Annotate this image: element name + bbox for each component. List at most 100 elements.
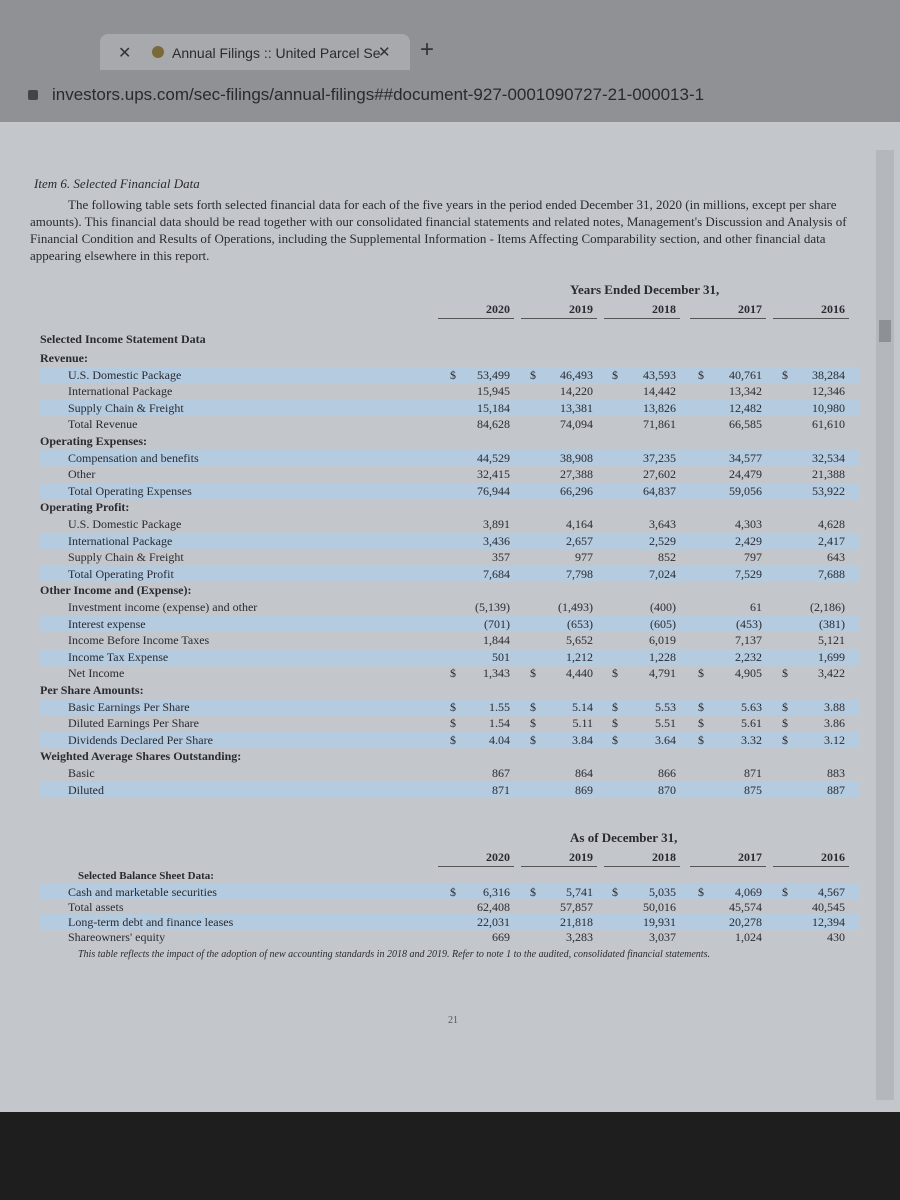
currency-symbol: $ (612, 716, 618, 731)
value-cell: 3,422 (818, 666, 845, 681)
value-cell: 2,417 (818, 533, 845, 548)
section-title: Selected Income Statement Data (40, 332, 206, 346)
value-cell: 53,499 (477, 367, 510, 382)
value-cell: 45,574 (729, 900, 762, 914)
favicon (152, 46, 164, 58)
value-cell: 32,415 (477, 467, 510, 482)
value-cell: 864 (575, 766, 593, 780)
value-cell: 883 (827, 766, 845, 780)
value-cell: 27,602 (643, 467, 676, 482)
value-cell: 4,440 (566, 666, 593, 681)
value-cell: 27,388 (560, 467, 593, 482)
year-header: 2018 (652, 302, 676, 316)
value-cell: 6,316 (483, 885, 510, 899)
row-label: Diluted Earnings Per Share (68, 716, 199, 731)
tab[interactable]: ✕ Annual Filings :: United Parcel Se ✕ (100, 34, 410, 70)
address-bar[interactable]: investors.ups.com/sec-filings/annual-fil… (0, 76, 900, 116)
value-cell: (2,186) (810, 600, 845, 614)
value-cell: 15,945 (477, 384, 510, 399)
data-row: Total Revenue 84,628 74,094 71,861 66,585 61,… (40, 416, 860, 432)
value-cell: 1,699 (818, 649, 845, 664)
value-cell: 10,980 (812, 400, 845, 415)
data-row: Dividends Declared Per Share $4.04 $3.84 $3… (40, 731, 860, 748)
value-cell: 7,137 (735, 633, 762, 648)
value-cell: 866 (658, 766, 676, 780)
lock-icon (28, 90, 38, 100)
value-cell: 2,529 (649, 533, 676, 548)
row-label: Investment income (expense) and other (68, 600, 258, 614)
value-cell: 4,628 (818, 517, 845, 531)
header-rule (438, 318, 514, 319)
value-cell: 20,278 (729, 915, 762, 929)
data-row: Other 32,415 27,388 27,602 24,479 21,388 (40, 466, 860, 482)
value-cell: 13,342 (729, 384, 762, 399)
row-label: Interest expense (68, 616, 146, 631)
value-cell: (653) (567, 616, 593, 631)
value-cell: 40,761 (729, 367, 762, 382)
row-label: U.S. Domestic Package (68, 517, 182, 531)
value-cell: 4,905 (735, 666, 762, 681)
value-cell: 43,593 (643, 367, 676, 382)
value-cell: 2,429 (735, 533, 762, 548)
value-cell: 797 (744, 550, 762, 565)
year-header: 2020 (486, 850, 510, 864)
header-rule (773, 318, 849, 319)
value-cell: 12,346 (812, 384, 845, 399)
row-label: International Package (68, 533, 173, 548)
data-row: U.S. Domestic Package 3,891 4,164 3,643 4,30… (40, 516, 860, 532)
group-row: Weighted Average Shares Outstanding: (40, 748, 860, 764)
currency-symbol: $ (450, 699, 456, 714)
value-cell: 59,056 (729, 483, 762, 498)
value-cell: 57,857 (560, 900, 593, 914)
heading: Item 6. Selected Financial Data (34, 176, 200, 191)
data-row: Income Tax Expense 501 1,212 1,228 2,232 1,69… (40, 648, 860, 665)
value-cell: 7,529 (735, 566, 762, 581)
value-cell: 66,585 (729, 417, 762, 432)
period-header: As of December 31, (570, 830, 678, 845)
header-rule (438, 866, 514, 867)
tab-close[interactable]: ✕ (378, 44, 391, 61)
row-label: Total Revenue (68, 417, 138, 432)
value-cell: 870 (658, 782, 676, 797)
data-row: Supply Chain & Freight 357 977 852 797 643 (40, 549, 860, 565)
value-cell: 1.54 (489, 716, 510, 731)
tab-bar: ✕ Annual Filings :: United Parcel Se ✕ + (0, 28, 900, 70)
value-cell: (5,139) (475, 600, 510, 614)
header-rule (604, 866, 680, 867)
currency-symbol: $ (530, 732, 536, 747)
value-cell: 4,164 (566, 517, 593, 531)
currency-symbol: $ (782, 885, 788, 899)
value-cell: 7,798 (566, 566, 593, 581)
value-cell: 5,652 (566, 633, 593, 648)
data-row: Diluted Earnings Per Share $1.54 $5.11 $5.5… (40, 715, 860, 731)
scroll-thumb[interactable] (879, 320, 891, 342)
value-cell: 5.63 (741, 699, 762, 714)
group-row: Per Share Amounts: (40, 682, 860, 698)
value-cell: 643 (827, 550, 845, 565)
browser-chrome: ✕ Annual Filings :: United Parcel Se ✕ +… (0, 0, 900, 122)
data-row: Net Income $1,343 $4,440 $4,791 $4,905 $3,422 (40, 665, 860, 681)
value-cell: 14,220 (560, 384, 593, 399)
currency-symbol: $ (450, 367, 456, 382)
value-cell: 5.14 (572, 699, 593, 714)
scrollbar[interactable] (876, 150, 894, 1100)
currency-symbol: $ (530, 716, 536, 731)
value-cell: 501 (492, 649, 510, 664)
value-cell: 3.88 (824, 699, 845, 714)
year-header: 2017 (738, 850, 762, 864)
row-label: Compensation and benefits (68, 450, 199, 465)
value-cell: 61 (750, 600, 762, 614)
data-row: International Package 15,945 14,220 14,442 1… (40, 383, 860, 399)
close-icon[interactable]: ✕ (118, 45, 132, 62)
new-tab-button[interactable]: + (420, 36, 435, 63)
value-cell: 4,791 (649, 666, 676, 681)
value-cell: 5,741 (566, 885, 593, 899)
value-cell: 669 (492, 930, 510, 944)
value-cell: (605) (650, 616, 676, 631)
value-cell: 46,493 (560, 367, 593, 382)
value-cell: 34,577 (729, 450, 762, 465)
data-row: Supply Chain & Freight 15,184 13,381 13,826… (40, 399, 860, 416)
group-row: Other Income and (Expense): (40, 582, 860, 598)
value-cell: 4,069 (735, 885, 762, 899)
